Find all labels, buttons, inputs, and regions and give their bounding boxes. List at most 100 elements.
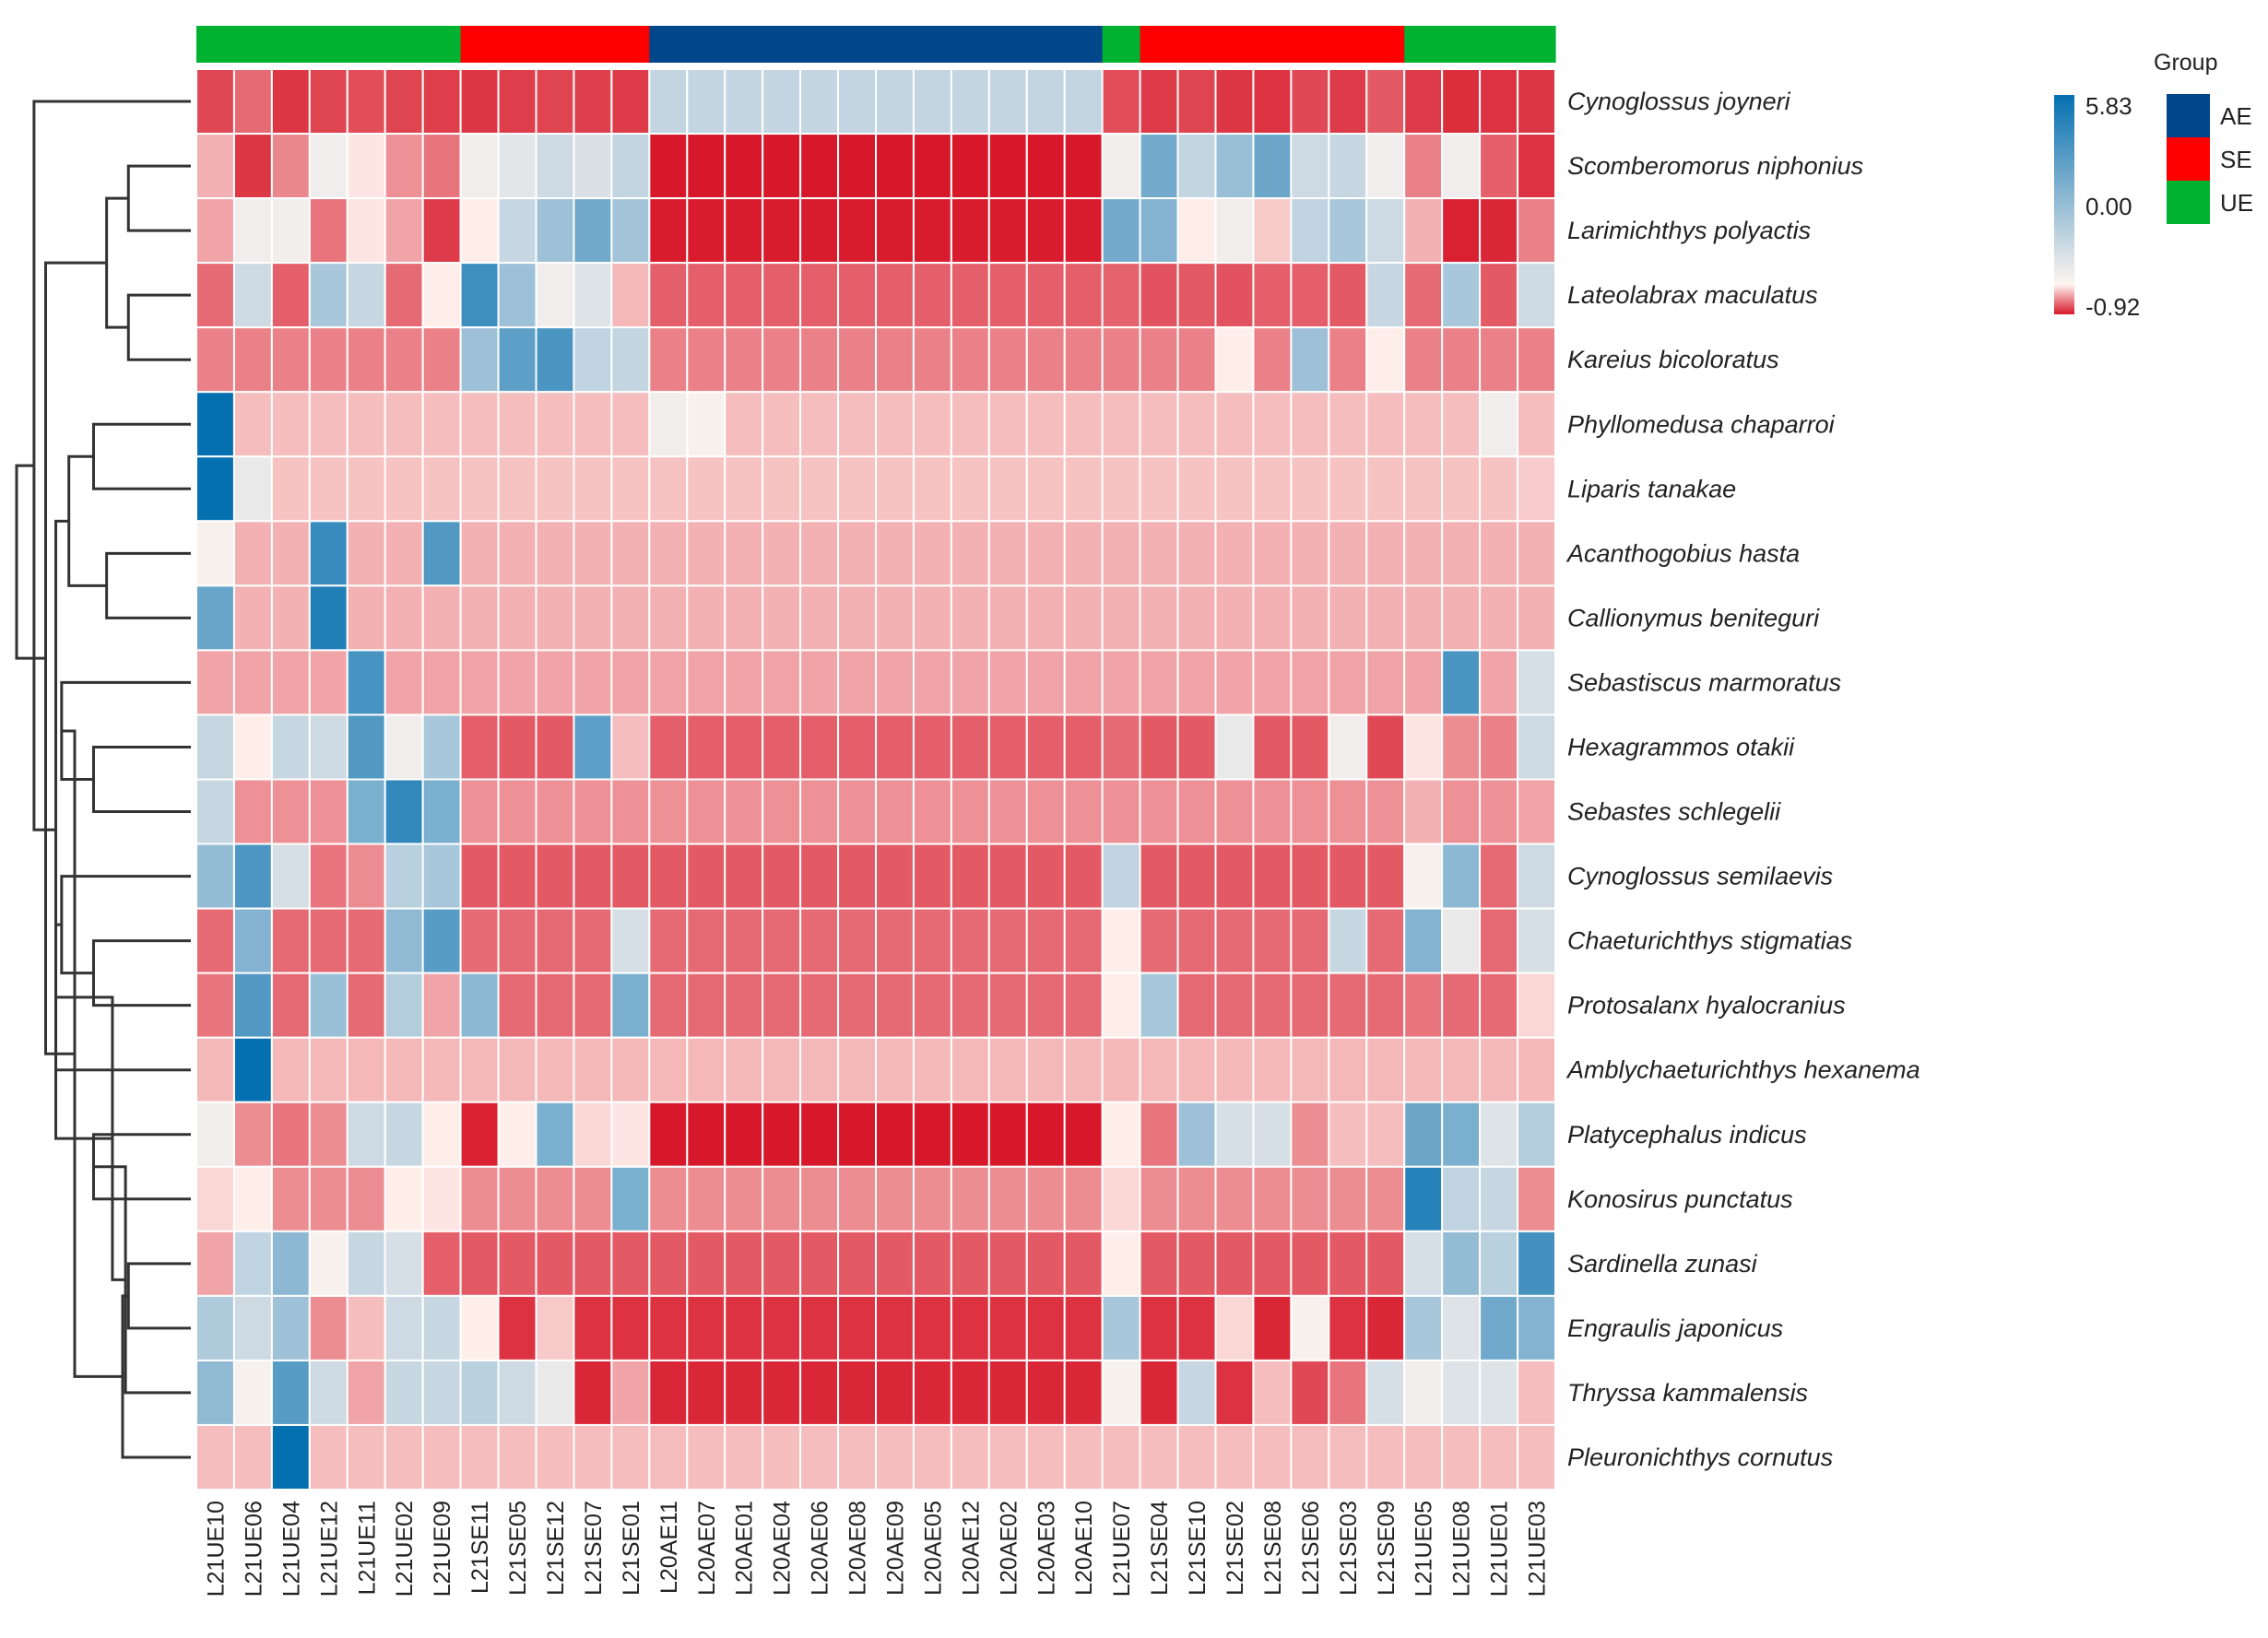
- heatmap-cell: [1517, 391, 1556, 458]
- heatmap-cell: [1101, 455, 1141, 523]
- column-label: L20AE01: [732, 1501, 758, 1596]
- heatmap-cell: [232, 68, 273, 136]
- heatmap-cell: [1403, 1294, 1444, 1361]
- heatmap-cell: [1214, 1230, 1255, 1297]
- heatmap-cell: [270, 1359, 311, 1426]
- heatmap-cell: [837, 455, 877, 523]
- heatmap-cell: [497, 1359, 537, 1426]
- heatmap-cell: [497, 972, 537, 1039]
- heatmap-cell: [686, 68, 726, 136]
- column-label: L21UE08: [1449, 1501, 1475, 1597]
- heatmap-cell: [1441, 197, 1482, 265]
- heatmap-cell: [346, 520, 386, 587]
- heatmap-cell: [799, 68, 840, 136]
- heatmap-cell: [1517, 262, 1556, 329]
- heatmap-cell: [1139, 713, 1179, 781]
- heatmap-cell: [1063, 133, 1104, 200]
- heatmap-cell: [1479, 391, 1519, 458]
- heatmap-cell: [1479, 326, 1519, 394]
- heatmap-cell: [1517, 1101, 1556, 1168]
- heatmap-cell: [1365, 1101, 1406, 1168]
- heatmap-cell: [610, 520, 651, 587]
- heatmap-cell: [421, 907, 462, 974]
- heatmap-cell: [1252, 326, 1293, 394]
- heatmap-cell: [459, 584, 500, 652]
- column-label: L21SE08: [1260, 1501, 1286, 1596]
- heatmap-cell: [573, 262, 613, 329]
- heatmap-cell: [1403, 649, 1444, 716]
- heatmap-cell: [1479, 1359, 1519, 1426]
- column-label: L21UE04: [278, 1501, 304, 1597]
- heatmap-cell: [421, 713, 462, 781]
- heatmap-cell: [232, 1230, 273, 1297]
- heatmap-cell: [987, 972, 1028, 1039]
- heatmap-cell: [535, 584, 575, 652]
- heatmap-cell: [1365, 907, 1406, 974]
- heatmap-cell: [346, 391, 386, 458]
- heatmap-cell: [1403, 972, 1444, 1039]
- heatmap-cell: [1252, 843, 1293, 910]
- heatmap-cell: [1479, 1165, 1519, 1232]
- heatmap-cell: [1214, 197, 1255, 265]
- heatmap-cell: [1252, 907, 1293, 974]
- heatmap-cell: [535, 68, 575, 136]
- heatmap-cell: [837, 713, 877, 781]
- heatmap-cell: [232, 1294, 273, 1361]
- heatmap-cell: [232, 649, 273, 716]
- heatmap-cell: [1176, 197, 1217, 265]
- heatmap-cell: [346, 262, 386, 329]
- heatmap-cell: [1252, 68, 1293, 136]
- heatmap-cell: [1517, 778, 1556, 845]
- heatmap-cell: [686, 1294, 726, 1361]
- column-group-annotation-bar: [196, 26, 1556, 63]
- heatmap-cell: [1441, 1036, 1482, 1103]
- heatmap-cell: [1517, 649, 1556, 716]
- heatmap-cell: [1176, 1294, 1217, 1361]
- heatmap-cell: [1441, 455, 1482, 523]
- heatmap-cell: [1025, 391, 1066, 458]
- heatmap-cell: [270, 68, 311, 136]
- heatmap-cell: [308, 907, 348, 974]
- heatmap-cell: [1139, 972, 1179, 1039]
- heatmap-cell: [459, 133, 500, 200]
- heatmap-cell: [1328, 133, 1368, 200]
- heatmap-cell: [875, 520, 915, 587]
- heatmap-cell: [1328, 713, 1368, 781]
- heatmap-cell: [875, 1359, 915, 1426]
- heatmap-cell: [535, 1359, 575, 1426]
- heatmap-cell: [762, 133, 802, 200]
- heatmap-cell: [1101, 1230, 1141, 1297]
- heatmap-cell: [1365, 843, 1406, 910]
- heatmap-cell: [459, 326, 500, 394]
- heatmap-cell: [195, 713, 235, 781]
- heatmap-cell: [195, 326, 235, 394]
- heatmap-cell: [686, 649, 726, 716]
- heatmap-cell: [1101, 1036, 1141, 1103]
- heatmap-cell: [1441, 1230, 1482, 1297]
- heatmap-cell: [950, 1165, 990, 1232]
- heatmap-cell: [1025, 713, 1066, 781]
- heatmap-cell: [270, 391, 311, 458]
- heatmap-cell: [610, 907, 651, 974]
- heatmap-cell: [837, 1036, 877, 1103]
- heatmap-cell: [232, 262, 273, 329]
- heatmap-cell: [610, 68, 651, 136]
- row-label: Cynoglossus joyneri: [1567, 88, 1791, 115]
- heatmap-cell: [1139, 391, 1179, 458]
- heatmap-cell: [1441, 391, 1482, 458]
- heatmap-cell: [1063, 907, 1104, 974]
- heatmap-cell: [384, 520, 424, 587]
- heatmap-cell: [1101, 649, 1141, 716]
- heatmap-cell: [1252, 197, 1293, 265]
- heatmap-cell: [308, 1036, 348, 1103]
- heatmap-cell: [1403, 262, 1444, 329]
- heatmap-cell: [950, 713, 990, 781]
- heatmap-cell: [987, 907, 1028, 974]
- heatmap-cell: [1290, 520, 1330, 587]
- column-label: L21SE05: [505, 1501, 531, 1596]
- heatmap-cell: [1328, 1423, 1368, 1491]
- column-label: L20AE05: [920, 1501, 946, 1596]
- column-label: L21SE04: [1147, 1501, 1173, 1596]
- heatmap-cell: [1441, 520, 1482, 587]
- heatmap-cell: [1517, 1423, 1556, 1491]
